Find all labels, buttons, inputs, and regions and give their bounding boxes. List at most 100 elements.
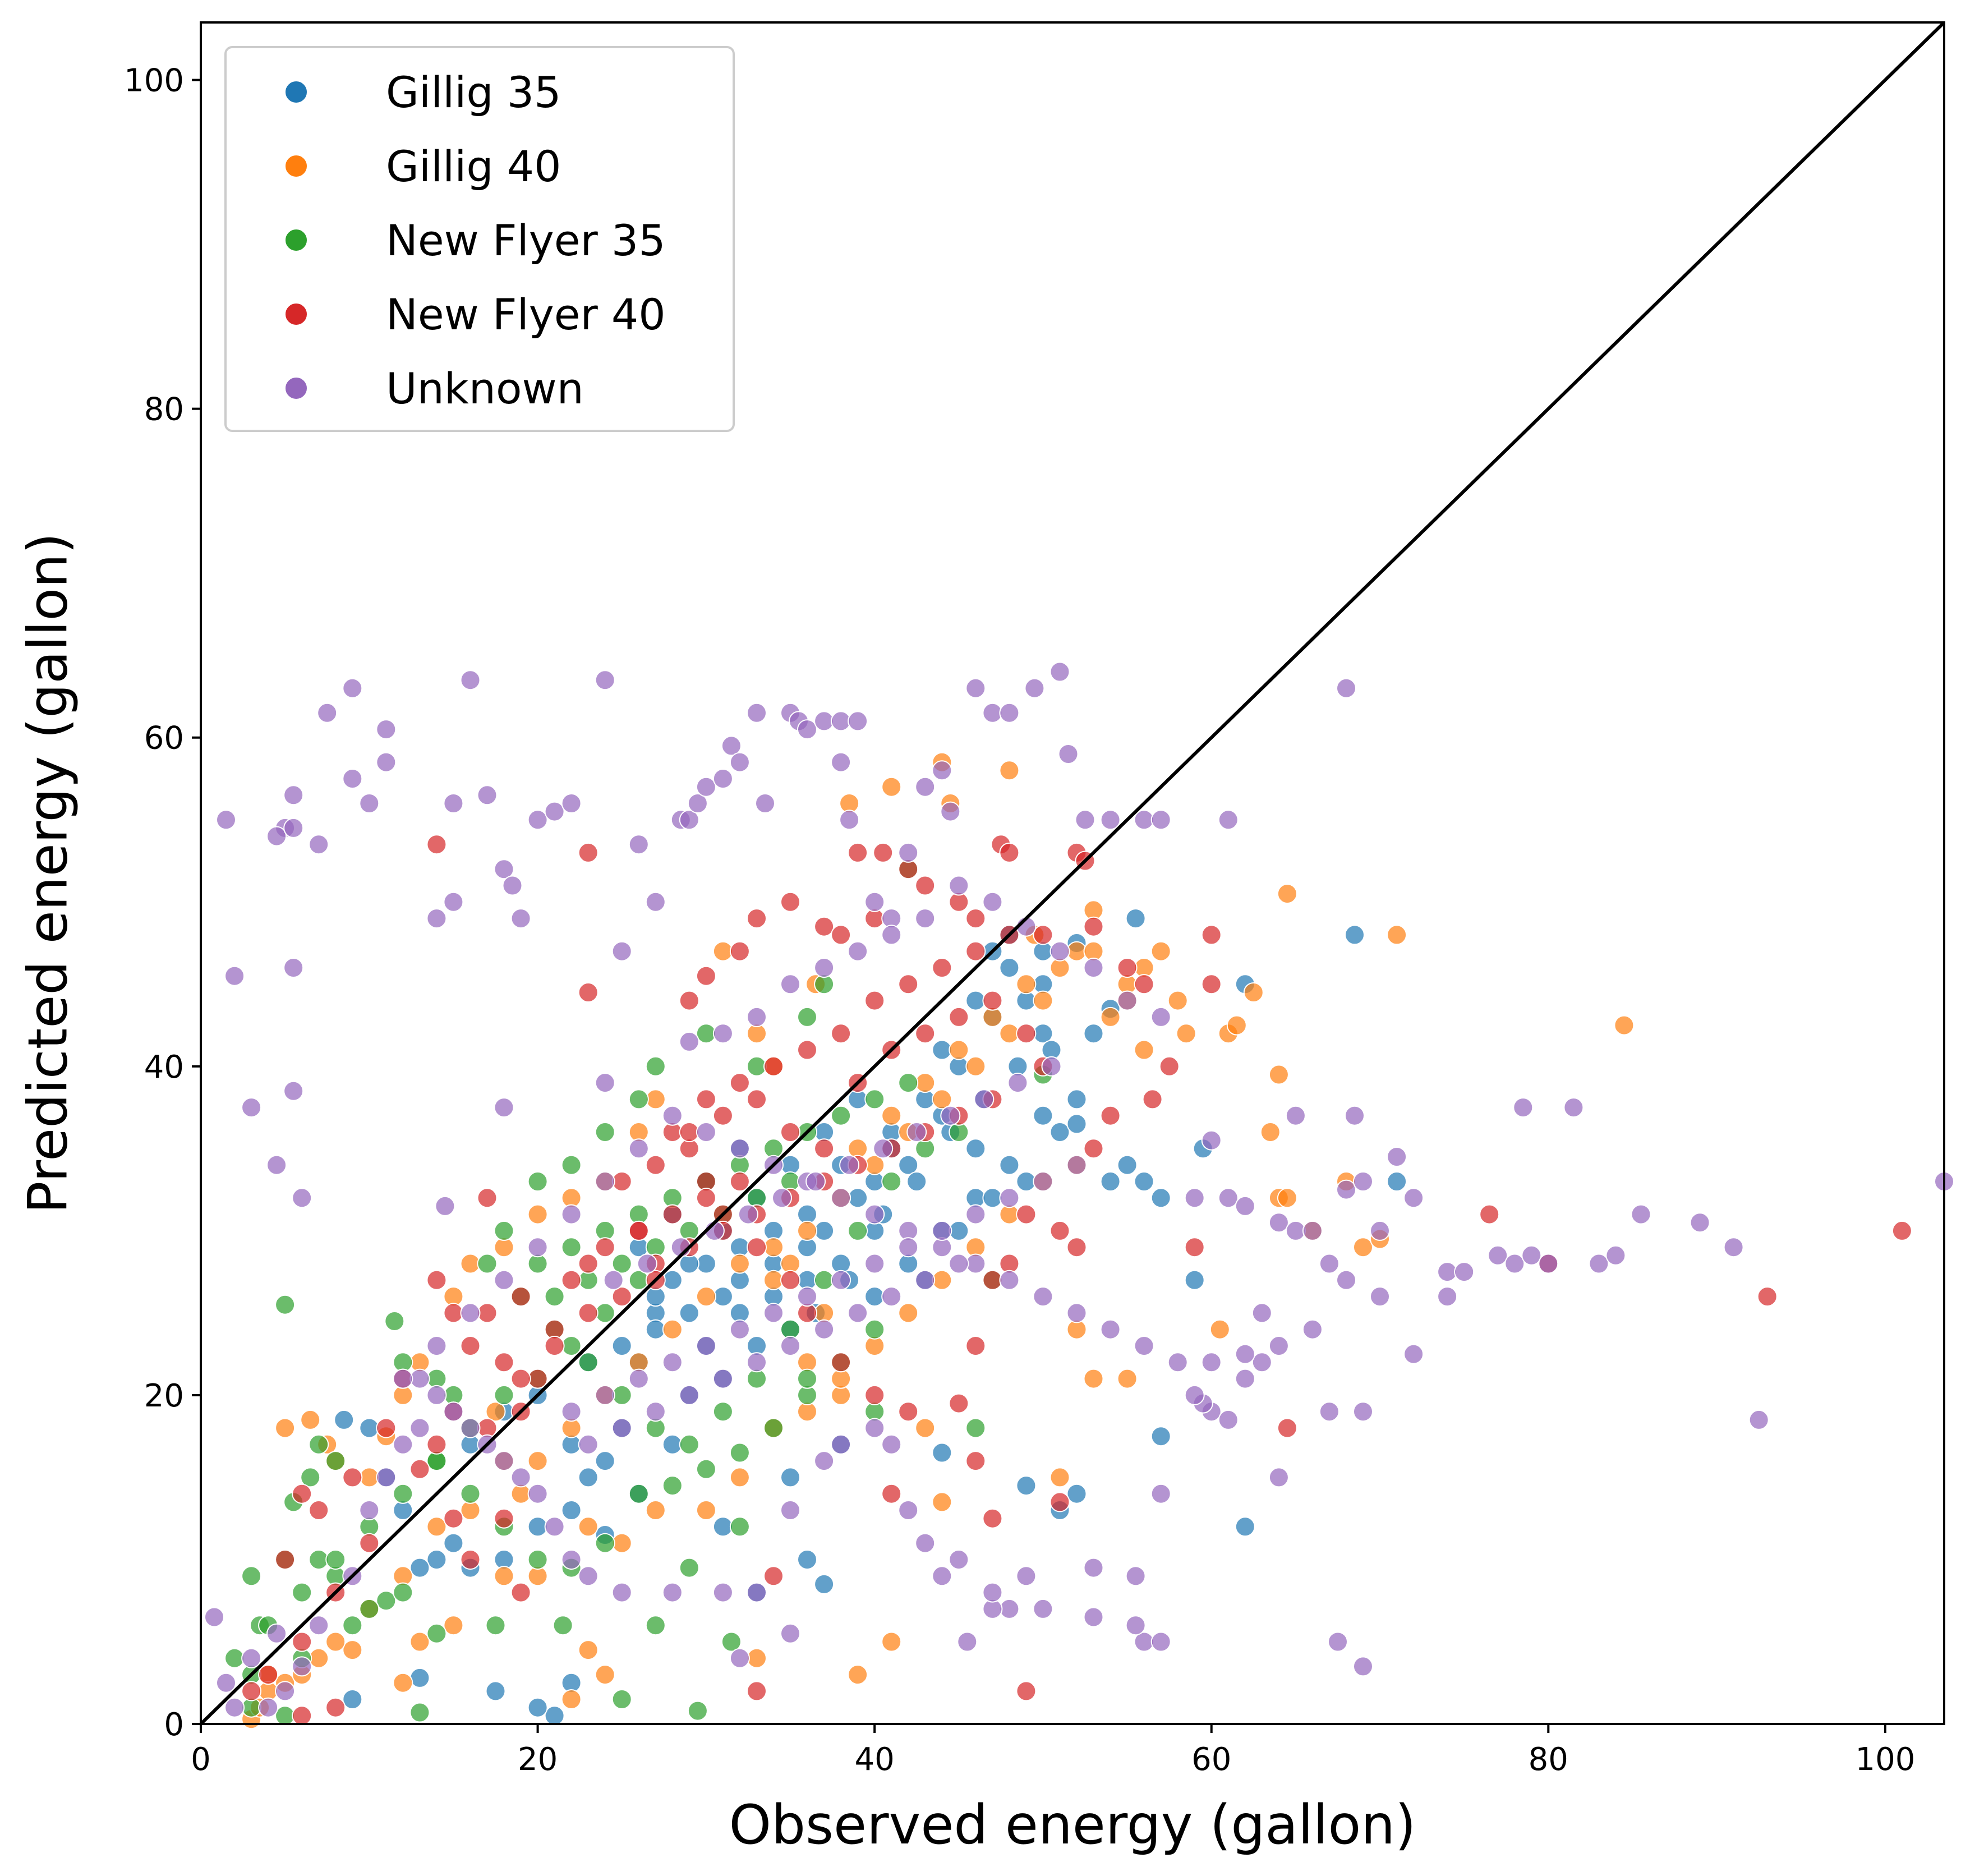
data-point bbox=[1033, 1598, 1053, 1619]
data-point bbox=[729, 1073, 750, 1093]
data-point bbox=[915, 875, 936, 896]
data-point bbox=[915, 1073, 936, 1093]
data-point bbox=[224, 965, 245, 986]
y-tick-label: 60 bbox=[144, 720, 184, 757]
data-point bbox=[721, 735, 742, 756]
data-point bbox=[1614, 1015, 1635, 1036]
legend-marker bbox=[284, 376, 308, 400]
data-point bbox=[494, 1220, 514, 1241]
data-point bbox=[814, 1220, 835, 1241]
data-point bbox=[696, 1122, 716, 1142]
data-point bbox=[460, 1253, 481, 1274]
data-point bbox=[1083, 1557, 1104, 1578]
data-point bbox=[805, 1171, 826, 1192]
data-point bbox=[1251, 1303, 1272, 1323]
data-point bbox=[409, 1631, 430, 1652]
data-point bbox=[747, 1648, 767, 1668]
data-point bbox=[982, 1270, 1003, 1290]
data-point bbox=[1033, 925, 1053, 945]
data-point bbox=[628, 1220, 649, 1241]
data-point bbox=[712, 769, 733, 789]
data-point bbox=[932, 958, 952, 978]
legend-entry: Gillig 35 bbox=[284, 67, 561, 117]
data-point bbox=[325, 1697, 346, 1718]
data-point bbox=[915, 776, 936, 797]
data-point bbox=[679, 1385, 699, 1405]
data-point bbox=[696, 1336, 716, 1356]
data-point bbox=[1066, 1089, 1087, 1110]
data-point bbox=[864, 1204, 885, 1225]
data-point bbox=[1142, 1089, 1163, 1110]
data-point bbox=[1150, 1631, 1171, 1652]
data-point bbox=[747, 1056, 767, 1077]
data-point bbox=[814, 711, 835, 732]
data-point bbox=[932, 1089, 952, 1110]
data-point bbox=[898, 842, 919, 863]
legend-marker bbox=[284, 302, 308, 326]
data-point bbox=[645, 1615, 666, 1636]
data-point bbox=[747, 1352, 767, 1373]
data-point bbox=[325, 1451, 346, 1472]
x-tick-label: 60 bbox=[1191, 1741, 1231, 1778]
data-point bbox=[797, 1286, 817, 1307]
data-point bbox=[595, 1073, 615, 1093]
data-point bbox=[1066, 1114, 1087, 1134]
data-point bbox=[477, 1303, 498, 1323]
data-point bbox=[662, 1434, 683, 1455]
data-point bbox=[216, 1672, 236, 1693]
data-point bbox=[426, 834, 447, 855]
data-point bbox=[275, 1294, 296, 1315]
legend: Gillig 35 Gillig 40 New Flyer 35 New Flyer … bbox=[224, 46, 735, 432]
data-point bbox=[342, 769, 363, 789]
data-point bbox=[982, 1188, 1003, 1208]
data-point bbox=[1218, 810, 1239, 830]
data-point bbox=[527, 1451, 548, 1472]
y-axis-label: Predicted energy (gallon) bbox=[16, 533, 79, 1214]
data-point bbox=[881, 1434, 902, 1455]
y-tick-label: 20 bbox=[144, 1378, 184, 1414]
data-point bbox=[359, 1598, 380, 1619]
data-point bbox=[729, 1319, 750, 1340]
data-point bbox=[426, 1516, 447, 1537]
data-point bbox=[561, 1401, 582, 1422]
data-point bbox=[662, 1270, 683, 1290]
data-point bbox=[409, 1418, 430, 1438]
data-point bbox=[443, 891, 464, 912]
data-point bbox=[1134, 1171, 1154, 1192]
data-point bbox=[763, 1566, 784, 1587]
x-axis-label: Observed energy (gallon) bbox=[729, 1794, 1416, 1856]
data-point bbox=[696, 1089, 716, 1110]
data-point bbox=[864, 1418, 885, 1438]
data-point bbox=[1353, 1656, 1373, 1677]
data-point bbox=[1353, 1171, 1373, 1192]
data-point bbox=[881, 776, 902, 797]
data-point bbox=[595, 1533, 615, 1553]
data-point bbox=[1117, 1368, 1138, 1389]
data-point bbox=[696, 1023, 716, 1044]
data-point bbox=[957, 1631, 978, 1652]
data-point bbox=[712, 1401, 733, 1422]
data-point bbox=[1150, 810, 1171, 830]
data-point bbox=[1125, 1615, 1146, 1636]
data-point bbox=[1117, 1155, 1138, 1175]
data-point bbox=[965, 1418, 986, 1438]
legend-entry: Unknown bbox=[284, 364, 584, 413]
data-point bbox=[1285, 1220, 1306, 1241]
data-point bbox=[1150, 1426, 1171, 1447]
data-point bbox=[485, 1681, 506, 1702]
data-point bbox=[578, 982, 599, 1003]
data-point bbox=[309, 1648, 329, 1668]
data-point bbox=[696, 1500, 716, 1520]
data-point bbox=[999, 760, 1020, 781]
data-point bbox=[1209, 1319, 1230, 1340]
data-point bbox=[1066, 941, 1087, 962]
legend-label: New Flyer 40 bbox=[386, 289, 666, 339]
data-point bbox=[797, 1549, 817, 1570]
data-point bbox=[965, 990, 986, 1011]
data-point bbox=[1235, 1516, 1255, 1537]
data-point bbox=[595, 670, 615, 691]
data-point bbox=[544, 1705, 565, 1726]
data-point bbox=[1117, 990, 1138, 1011]
data-point bbox=[611, 1286, 632, 1307]
data-point bbox=[1083, 1607, 1104, 1627]
